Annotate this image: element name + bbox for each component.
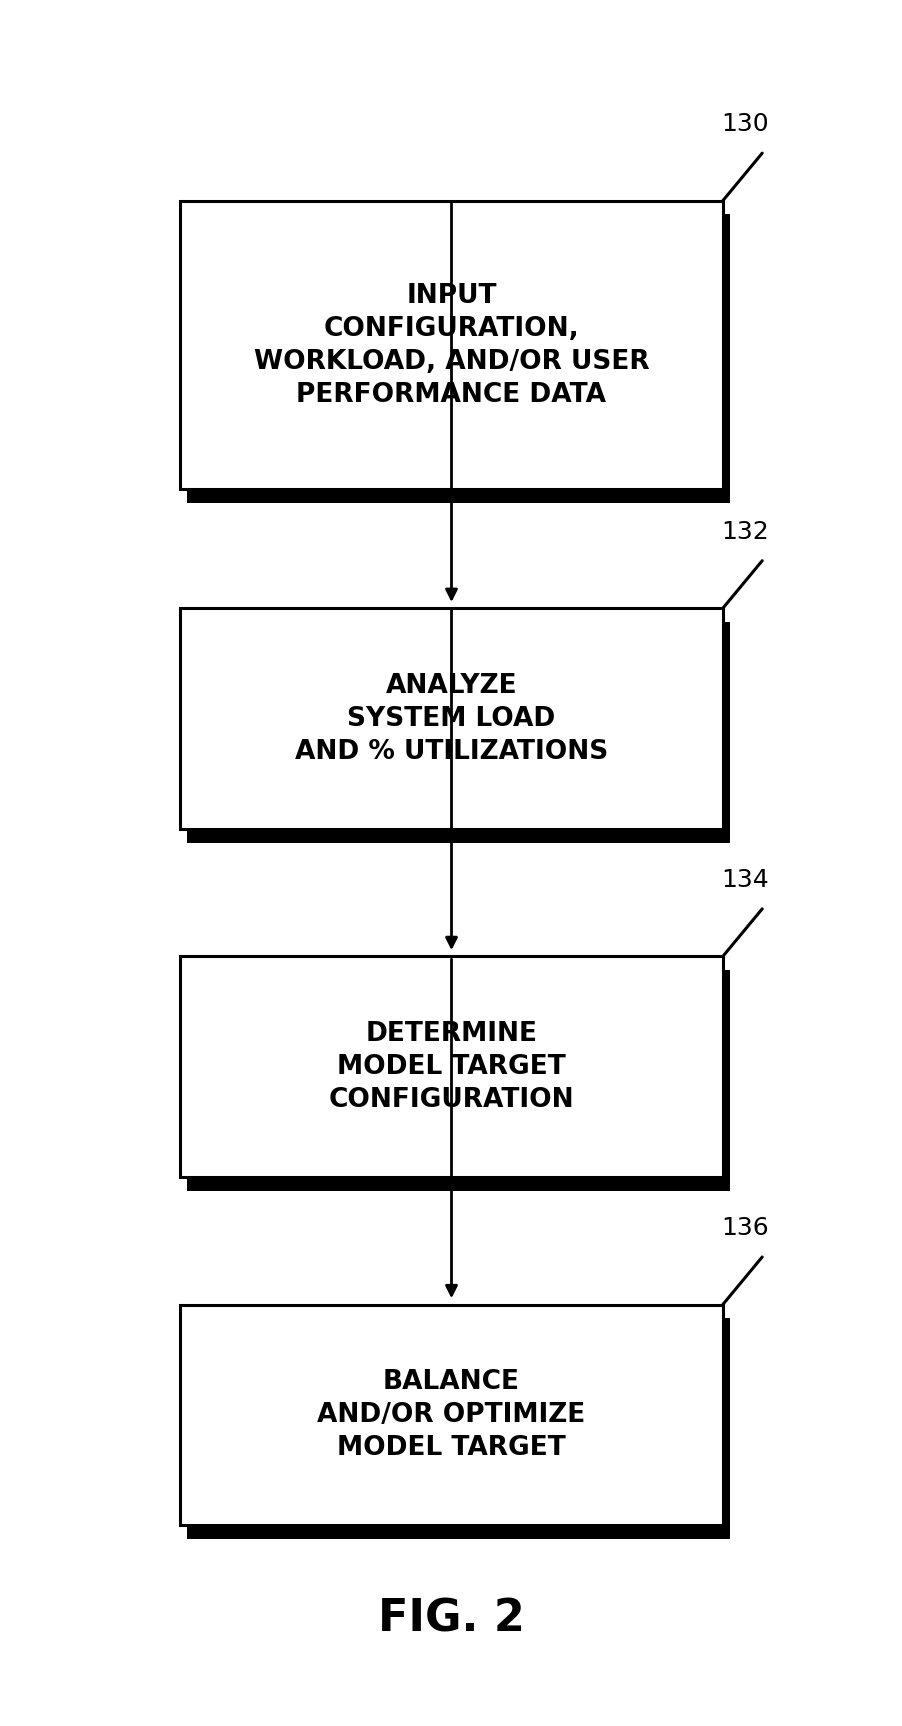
Text: 134: 134 — [720, 868, 768, 892]
Text: 132: 132 — [720, 520, 768, 544]
Text: 136: 136 — [720, 1217, 768, 1239]
Bar — [187, 214, 729, 502]
Bar — [180, 200, 722, 490]
Text: INPUT
CONFIGURATION,
WORKLOAD, AND/OR USER
PERFORMANCE DATA: INPUT CONFIGURATION, WORKLOAD, AND/OR US… — [253, 283, 649, 407]
Bar — [187, 1319, 729, 1540]
Text: ANALYZE
SYSTEM LOAD
AND % UTILIZATIONS: ANALYZE SYSTEM LOAD AND % UTILIZATIONS — [295, 673, 607, 765]
Text: FIG. 2: FIG. 2 — [378, 1597, 524, 1640]
Text: BALANCE
AND/OR OPTIMIZE
MODEL TARGET: BALANCE AND/OR OPTIMIZE MODEL TARGET — [317, 1369, 585, 1460]
Bar — [187, 970, 729, 1191]
Text: DETERMINE
MODEL TARGET
CONFIGURATION: DETERMINE MODEL TARGET CONFIGURATION — [328, 1020, 574, 1113]
Text: 130: 130 — [720, 112, 768, 136]
Bar — [187, 621, 729, 842]
Bar — [180, 608, 722, 828]
Bar — [180, 956, 722, 1177]
Bar — [180, 1305, 722, 1526]
